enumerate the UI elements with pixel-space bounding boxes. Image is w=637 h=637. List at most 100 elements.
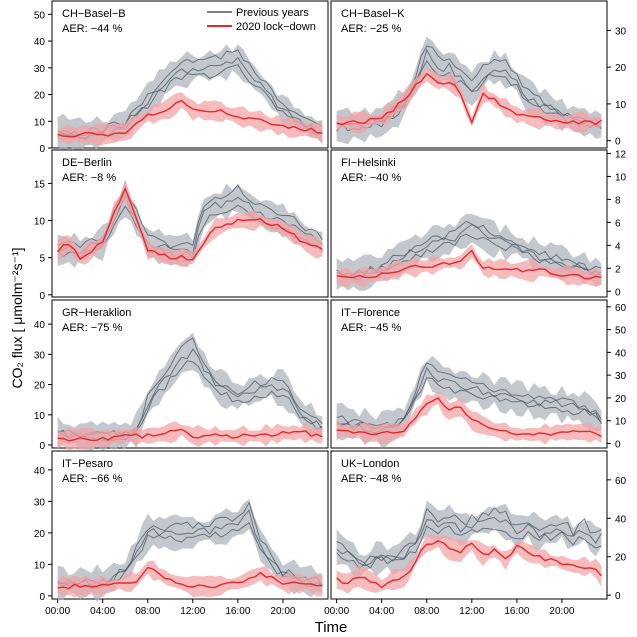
y-tick-label: 0 xyxy=(615,591,621,602)
y-tick-label: 0 xyxy=(615,287,621,298)
panel-title: CH−Basel−B xyxy=(62,8,126,20)
y-tick-label: 10 xyxy=(34,217,46,228)
x-tick-label: 16:00 xyxy=(504,606,529,617)
panel-aer: AER: −48 % xyxy=(341,473,401,485)
y-tick-label: 15 xyxy=(34,179,46,190)
y-tick-label: 20 xyxy=(34,91,46,102)
y-tick-label: 6 xyxy=(615,218,621,229)
previous-years-line xyxy=(336,516,602,567)
x-tick-label: 00:00 xyxy=(45,606,70,617)
x-tick-label: 20:00 xyxy=(549,606,574,617)
panel-title: IT−Florence xyxy=(341,307,400,319)
y-tick-label: 10 xyxy=(34,411,46,422)
y-tick-label: 8 xyxy=(615,195,621,206)
y-tick-label: 30 xyxy=(34,497,46,508)
lockdown-band xyxy=(57,92,323,146)
previous-years-band xyxy=(336,36,602,145)
x-tick-label: 08:00 xyxy=(414,606,439,617)
figure-xlabel: Time xyxy=(315,619,348,636)
lockdown-band xyxy=(336,244,602,288)
y-tick-label: 20 xyxy=(615,553,627,564)
y-tick-label: 0 xyxy=(39,592,45,603)
y-tick-label: 0 xyxy=(39,441,45,452)
y-tick-label: 50 xyxy=(34,10,46,21)
x-tick-label: 20:00 xyxy=(270,606,295,617)
y-tick-label: 30 xyxy=(615,371,627,382)
y-tick-label: 20 xyxy=(34,529,46,540)
y-tick-label: 20 xyxy=(615,63,627,74)
x-tick-label: 04:00 xyxy=(90,606,115,617)
y-tick-label: 60 xyxy=(615,303,627,314)
previous-years-line xyxy=(336,220,602,276)
y-tick-label: 12 xyxy=(615,149,627,160)
legend-previous-label: Previous years xyxy=(236,7,309,19)
y-tick-label: 30 xyxy=(34,350,46,361)
y-tick-label: 0 xyxy=(615,439,621,450)
panel-aer: AER: −75 % xyxy=(62,322,122,334)
lockdown-line xyxy=(57,99,323,138)
lockdown-line xyxy=(336,249,602,280)
x-tick-label: 08:00 xyxy=(135,606,160,617)
y-tick-label: 20 xyxy=(34,381,46,392)
lockdown-line xyxy=(336,396,602,438)
lockdown-line xyxy=(57,566,323,590)
panel-aer: AER: −25 % xyxy=(341,23,401,35)
y-tick-label: 4 xyxy=(615,241,621,252)
panel-3: 0 5 10 15 DE−Berlin AER: −8 % xyxy=(34,149,329,302)
previous-years-line xyxy=(336,223,602,279)
lockdown-line xyxy=(336,72,602,126)
panel-title: GR−Heraklion xyxy=(62,307,131,319)
y-tick-label: 10 xyxy=(615,100,627,111)
legend: Previous years 2020 lock−down xyxy=(207,7,316,33)
y-tick-label: 0 xyxy=(39,144,45,155)
x-tick-label: 12:00 xyxy=(459,606,484,617)
y-tick-label: 40 xyxy=(34,320,46,331)
y-tick-label: 10 xyxy=(34,560,46,571)
lockdown-band xyxy=(57,180,323,268)
previous-years-line xyxy=(336,362,602,429)
y-tick-label: 5 xyxy=(39,254,45,265)
y-tick-label: 60 xyxy=(615,476,627,487)
lockdown-line xyxy=(336,540,602,589)
panel-4: 0 2 4 6 8 10 12 FI−Helsinki AER: −40 % xyxy=(330,149,627,298)
panel-6: 0 10 20 30 40 50 60 IT−Florence AER: −45 % xyxy=(330,299,627,450)
y-tick-label: 40 xyxy=(615,514,627,525)
panel-7: 0 10 20 30 40 00:00 04:00 08:00 12:00 16:00 20:00 I… xyxy=(34,450,329,617)
y-tick-label: 10 xyxy=(615,417,627,428)
legend-lockdown-label: 2020 lock−down xyxy=(236,21,316,33)
panel-aer: AER: −44 % xyxy=(62,23,122,35)
x-tick-label: 16:00 xyxy=(225,606,250,617)
y-tick-label: 30 xyxy=(34,64,46,75)
x-tick-label: 04:00 xyxy=(369,606,394,617)
y-tick-label: 30 xyxy=(615,26,627,37)
panel-title: CH−Basel−K xyxy=(341,8,405,20)
y-tick-label: 20 xyxy=(615,394,627,405)
panel-title: IT−Pesaro xyxy=(62,458,113,470)
panel-1: 0 10 20 30 40 50 CH−Basel−B AER: −44 % xyxy=(34,0,329,155)
figure-ylabel: CO₂ flux [ μmolm⁻²s⁻¹] xyxy=(9,247,25,388)
panel-aer: AER: −45 % xyxy=(341,322,401,334)
previous-years-line xyxy=(336,525,602,570)
panel-aer: AER: −8 % xyxy=(62,172,116,184)
lockdown-band xyxy=(57,560,323,598)
previous-years-line xyxy=(336,506,602,564)
x-tick-label: 00:00 xyxy=(324,606,349,617)
y-tick-label: 40 xyxy=(615,348,627,359)
panel-8: 0 20 40 60 00:00 04:00 08:00 12:00 16:00 20:00 UK−… xyxy=(324,450,627,617)
y-tick-label: 50 xyxy=(615,326,627,337)
y-tick-label: 2 xyxy=(615,264,621,275)
panel-aer: AER: −40 % xyxy=(341,172,401,184)
lockdown-line xyxy=(57,186,323,261)
lockdown-band xyxy=(336,534,602,594)
panel-aer: AER: −66 % xyxy=(62,473,122,485)
panel-title: UK−London xyxy=(341,458,399,470)
y-tick-label: 0 xyxy=(615,137,621,148)
panel-title: DE−Berlin xyxy=(62,157,112,169)
lockdown-band xyxy=(57,421,323,451)
panel-5: 0 10 20 30 40 GR−Heraklion AER: −75 % xyxy=(34,299,329,452)
lockdown-line xyxy=(57,428,323,442)
x-tick-label: 12:00 xyxy=(180,606,205,617)
y-tick-label: 10 xyxy=(34,117,46,128)
y-tick-label: 10 xyxy=(615,172,627,183)
